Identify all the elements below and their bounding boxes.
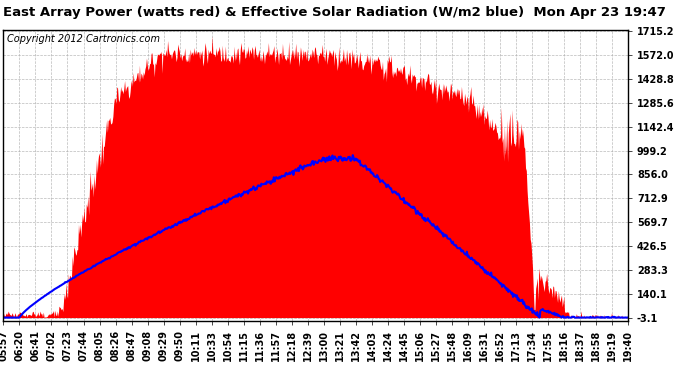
Text: East Array Power (watts red) & Effective Solar Radiation (W/m2 blue)  Mon Apr 23: East Array Power (watts red) & Effective… — [3, 6, 667, 19]
Text: Copyright 2012 Cartronics.com: Copyright 2012 Cartronics.com — [7, 34, 159, 44]
